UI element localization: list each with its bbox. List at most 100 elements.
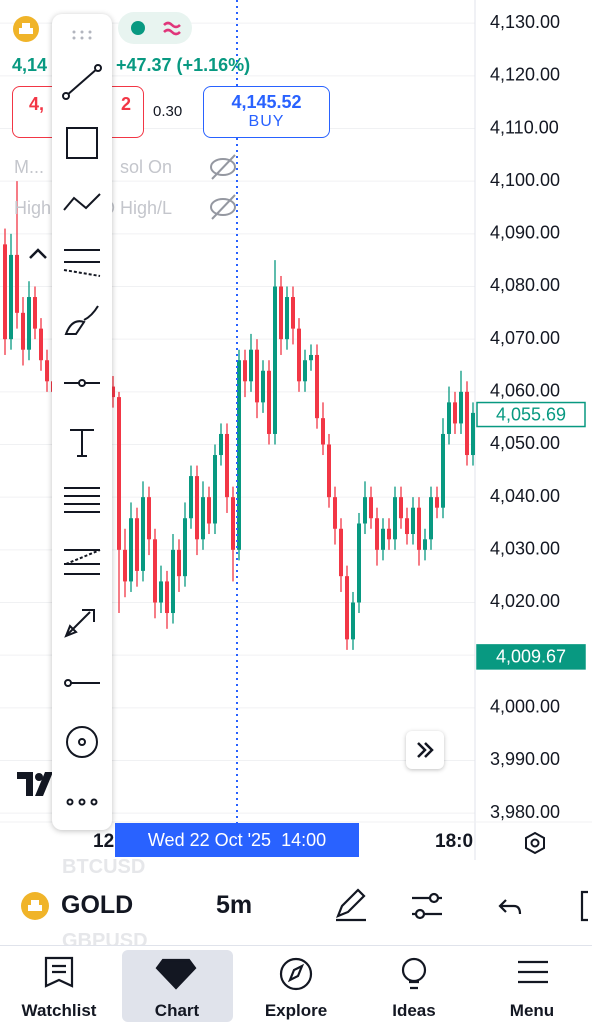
candle-body <box>339 528 343 577</box>
nav-item[interactable]: Chart <box>154 1001 200 1020</box>
candle-body <box>405 518 409 535</box>
candle-body <box>15 254 19 313</box>
candle-body <box>465 391 469 456</box>
chart: 4,130.00 4,120.00 4,110.00 4,100.00 4,090.00… <box>0 0 592 860</box>
candle-body <box>9 254 13 340</box>
candle-body <box>231 497 235 550</box>
candle-body <box>321 418 325 445</box>
y-tick-label: 4,080.00 <box>490 275 560 295</box>
candle-body <box>207 497 211 524</box>
candle-body <box>225 433 229 498</box>
nav-item[interactable]: Ideas <box>392 1001 436 1020</box>
x-tick-label: 12 <box>93 831 114 852</box>
y-tick-label: 4,110.00 <box>490 117 559 137</box>
candle-body <box>183 518 187 577</box>
logo <box>17 772 53 796</box>
candle-body <box>267 370 271 434</box>
y-tick-label: 4,050.00 <box>490 433 560 453</box>
drawing-toolbar <box>52 14 112 830</box>
candle-body <box>315 354 319 419</box>
candle-body <box>123 549 127 582</box>
spread: 0.30 <box>153 103 183 120</box>
candle-body <box>417 507 421 550</box>
crosshair-time-label: Wed 22 Oct '25 14:00 <box>115 823 359 857</box>
buy-price: 4,145.52 <box>231 92 302 112</box>
candle-body <box>381 528 385 550</box>
nav-item[interactable]: Menu <box>509 1001 555 1020</box>
candle-body <box>189 476 193 519</box>
candle-body <box>333 497 337 529</box>
candle-body <box>459 391 463 424</box>
y-tick-label: 4,060.00 <box>490 381 560 401</box>
candle-body <box>177 549 181 577</box>
candle-body <box>399 497 403 519</box>
candle-body <box>249 349 253 382</box>
candle-body <box>129 518 133 582</box>
candle-body <box>429 497 433 540</box>
candle-body <box>441 433 445 508</box>
status-icons <box>131 21 181 36</box>
y-tick-label: 4,120.00 <box>490 65 560 85</box>
buy-button[interactable]: 4,145.52 BUY <box>203 86 330 138</box>
y-tick-label: 3,980.00 <box>490 802 560 822</box>
candle-body <box>147 497 151 540</box>
candle-body <box>153 539 157 603</box>
nav-bar: Watchlist Chart Explore Ideas Menu <box>0 945 592 1024</box>
candle-body <box>303 360 307 382</box>
y-tick-label: 4,020.00 <box>490 591 560 611</box>
candle-body <box>141 497 145 571</box>
nav-icons <box>44 956 548 991</box>
candle-body <box>291 297 295 329</box>
toolbar-icons[interactable] <box>52 14 112 830</box>
candle-body <box>279 286 283 340</box>
nav-item[interactable]: Watchlist <box>21 1001 97 1020</box>
interval[interactable]: 5m <box>216 891 253 919</box>
x-tick-label: 18:0 <box>435 831 473 852</box>
hidden-icons[interactable] <box>208 152 240 222</box>
gold-icon <box>13 16 39 42</box>
price-tag <box>476 644 586 670</box>
nav-item[interactable]: Explore <box>264 1001 328 1020</box>
candle-body <box>327 444 331 498</box>
candle-body <box>393 497 397 540</box>
collapse-button[interactable] <box>22 238 54 270</box>
candle-body <box>375 518 379 550</box>
candle-body <box>357 523 361 603</box>
candle-body <box>309 354 313 361</box>
y-tick-label: 4,090.00 <box>490 223 560 243</box>
candle-body <box>39 328 43 361</box>
candle-body <box>195 476 199 540</box>
candle-body <box>261 370 265 403</box>
bottom-tools[interactable] <box>330 886 592 926</box>
y-tick-label: 4,040.00 <box>490 486 560 506</box>
collapse-icon <box>29 248 47 259</box>
candle-body <box>213 455 217 524</box>
scroll-right-button[interactable] <box>406 731 444 769</box>
candle-body <box>135 518 139 571</box>
candle-body <box>27 297 31 350</box>
settings-icon[interactable] <box>520 828 550 858</box>
candle-body <box>219 433 223 456</box>
price-tag-label: 4,055.69 <box>496 404 566 424</box>
y-tick-label: 4,100.00 <box>490 170 560 190</box>
candle-body <box>243 360 247 382</box>
symbol[interactable]: GOLD <box>61 891 134 919</box>
indicator-1: M... <box>14 157 44 177</box>
candle-body <box>255 349 259 403</box>
candle-body <box>117 397 121 550</box>
y-tick-label: 4,030.00 <box>490 539 560 559</box>
prev-symbol: BTCUSD <box>62 856 146 878</box>
candle-body <box>351 602 355 640</box>
candle-body <box>165 581 169 614</box>
candle-body <box>273 286 277 434</box>
candle-body <box>33 297 37 329</box>
candle-body <box>471 412 475 456</box>
candle-body <box>285 297 289 340</box>
price-tag-label: 4,009.67 <box>496 647 566 667</box>
candle-body <box>453 402 457 424</box>
candle-body <box>3 244 7 340</box>
y-tick-label: 4,130.00 <box>490 12 560 32</box>
status-pill[interactable] <box>118 12 192 44</box>
candle-body <box>435 497 439 508</box>
